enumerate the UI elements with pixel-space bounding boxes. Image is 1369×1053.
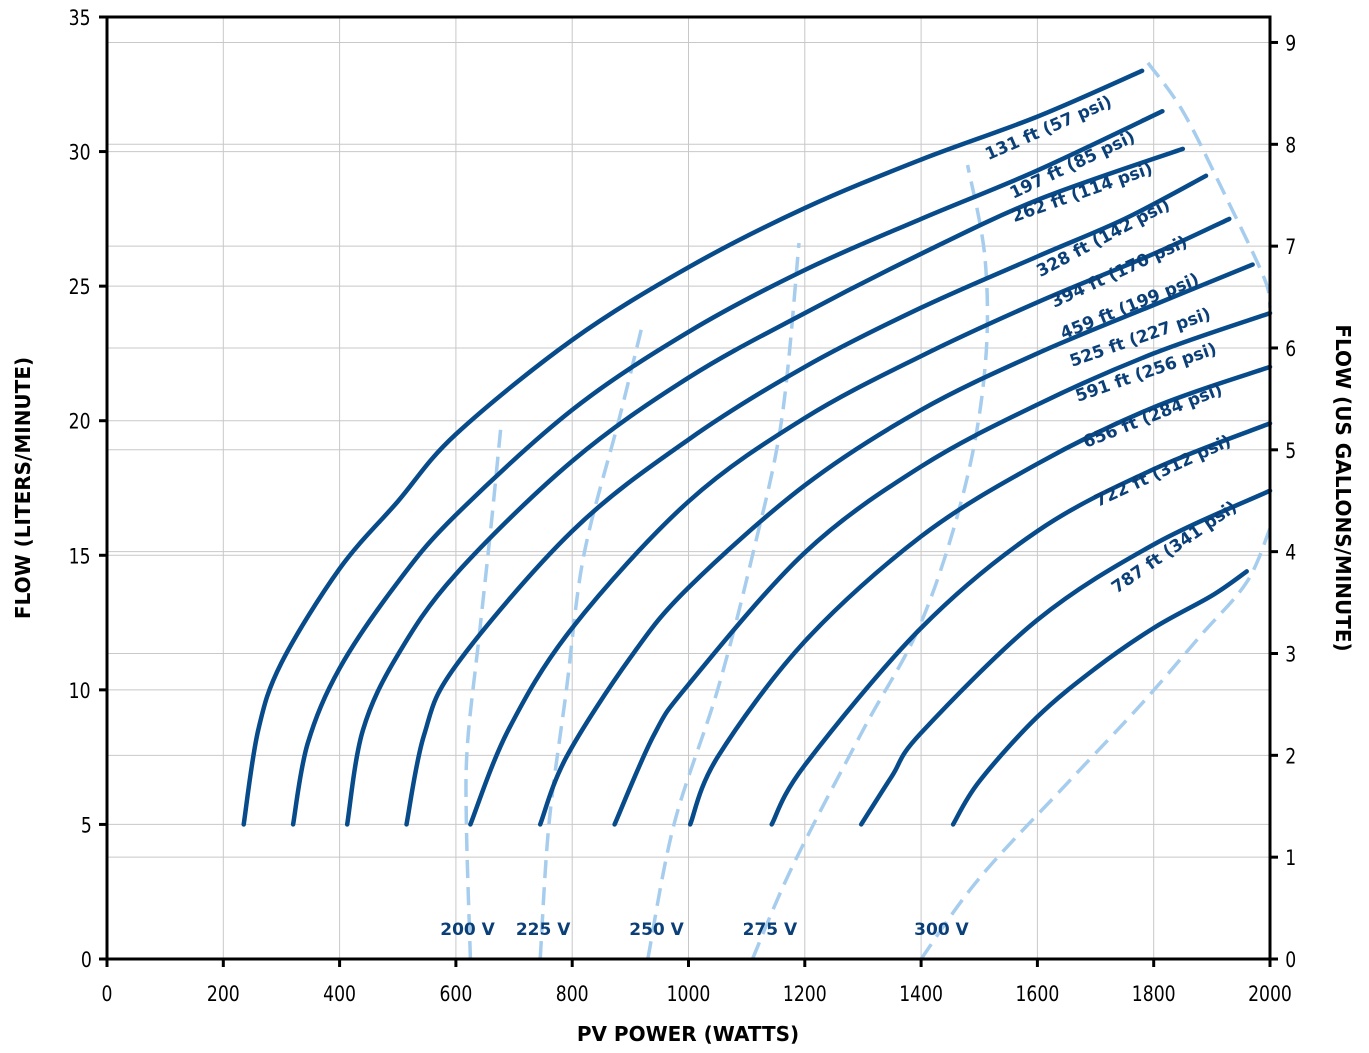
series-label: 722 ft (312 psi): [1092, 431, 1235, 511]
series-line: [404, 173, 1209, 827]
voltage-label: 275 V: [743, 920, 798, 940]
series-labels: 131 ft (57 psi)197 ft (85 psi)262 ft (11…: [440, 92, 1241, 940]
voltage-lines: [464, 61, 1272, 961]
y2-tick-label: 1: [1285, 845, 1296, 870]
voltage-label: 300 V: [914, 920, 969, 940]
voltage-label: 200 V: [440, 920, 495, 940]
x-axis-title: PV POWER (WATTS): [577, 1022, 799, 1046]
y-tick-label: 20: [69, 409, 91, 434]
voltage-line: [750, 164, 990, 960]
series-line: [241, 68, 1145, 827]
tick-labels: 0 200 400 600 800 1000 1200 1400 1600 1800 2000051…: [69, 5, 1296, 1006]
y-tick-label: 25: [69, 274, 91, 299]
y2-tick-label: 0: [1285, 947, 1296, 972]
y-tick-label: 15: [69, 544, 91, 569]
y2-tick-label: 2: [1285, 744, 1296, 769]
y2-tick-label: 9: [1285, 31, 1296, 56]
x-tick-label: 400: [323, 981, 356, 1006]
x-tick-label: 800: [556, 981, 589, 1006]
series-line: [687, 364, 1273, 827]
y2-tick-label: 8: [1285, 133, 1296, 158]
x-tick-label: 600: [439, 981, 472, 1006]
axes: [99, 15, 1278, 967]
y2-axis-title: FLOW (US GALLONS/MINUTE): [1331, 324, 1355, 651]
x-tick-label: 1600: [1016, 981, 1060, 1006]
y-tick-label: 0: [81, 947, 92, 972]
series-line: [537, 262, 1255, 827]
voltage-line: [646, 242, 801, 960]
x-tick-label: 1800: [1132, 981, 1176, 1006]
series-line: [468, 216, 1232, 827]
series-line: [950, 569, 1249, 827]
series-line: [858, 488, 1273, 827]
y-tick-label: 35: [69, 5, 91, 30]
y-tick-label: 10: [69, 678, 91, 703]
voltage-line: [464, 428, 503, 960]
y-axis-title: FLOW (LITERS/MINUTE): [11, 357, 35, 619]
x-tick-label: 1400: [899, 981, 943, 1006]
series-line: [612, 310, 1273, 827]
y-tick-label: 5: [81, 813, 92, 838]
x-tick-label: 0: [102, 981, 113, 1006]
voltage-line: [919, 527, 1272, 961]
voltage-line: [538, 326, 644, 960]
series-line: [344, 146, 1186, 827]
voltage-label: 225 V: [516, 920, 571, 940]
series-lines: [241, 68, 1273, 827]
voltage-label: 250 V: [629, 920, 684, 940]
voltage-line: [1146, 61, 1272, 309]
y2-tick-label: 4: [1285, 540, 1296, 565]
y-tick-label: 30: [69, 140, 91, 165]
y2-tick-label: 7: [1285, 234, 1296, 259]
series-label: 787 ft (341 psi): [1108, 497, 1241, 598]
series-line: [290, 108, 1165, 827]
y2-tick-label: 5: [1285, 438, 1296, 463]
x-tick-label: 200: [207, 981, 240, 1006]
y2-tick-label: 6: [1285, 336, 1296, 361]
series-line: [769, 421, 1273, 827]
x-tick-label: 1000: [667, 981, 711, 1006]
x-tick-label: 2000: [1248, 981, 1292, 1006]
y2-tick-label: 3: [1285, 642, 1296, 667]
x-tick-label: 1200: [783, 981, 827, 1006]
